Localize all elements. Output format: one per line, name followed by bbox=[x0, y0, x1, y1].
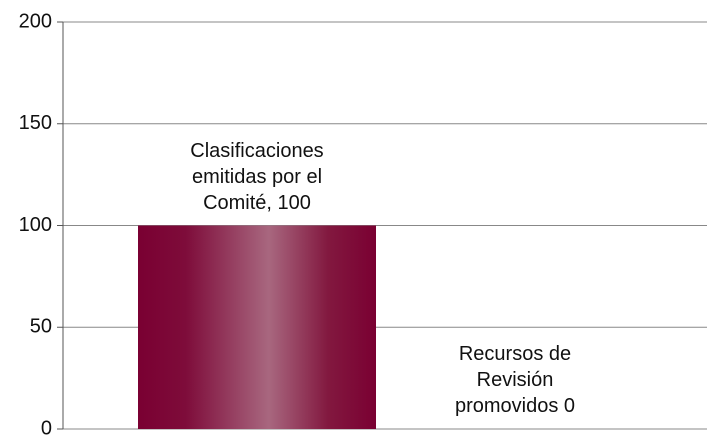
y-tick-label: 50 bbox=[30, 316, 52, 338]
y-tick-label: 100 bbox=[19, 214, 52, 236]
y-tick-label: 0 bbox=[41, 417, 52, 439]
data-label: Clasificaciones emitidas por el Comité, … bbox=[190, 139, 324, 214]
y-tick-label: 150 bbox=[19, 112, 52, 134]
bar bbox=[138, 225, 376, 429]
y-tick-label: 200 bbox=[19, 10, 52, 32]
data-label: Recursos de Revisión promovidos 0 bbox=[454, 343, 576, 417]
